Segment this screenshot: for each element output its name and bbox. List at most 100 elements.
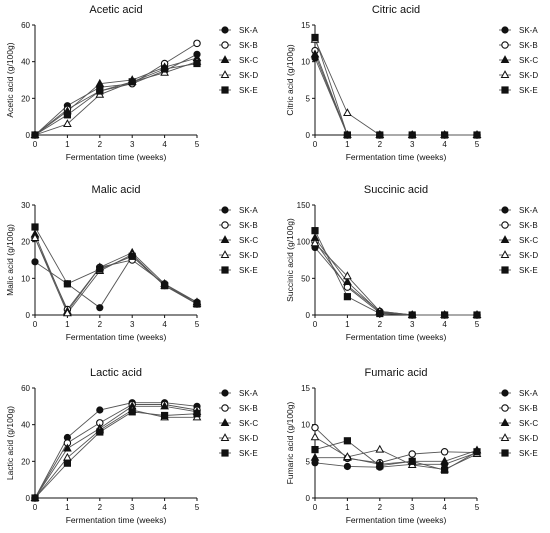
x-tick-label: 4 <box>162 503 167 512</box>
legend-marker <box>500 433 510 442</box>
y-tick-label: 10 <box>301 58 310 67</box>
x-axis-label: Fermentation time (weeks) <box>66 332 167 342</box>
chart-title: Acetic acid <box>89 4 142 16</box>
data-point <box>440 466 449 474</box>
y-tick-label: 30 <box>21 201 30 210</box>
data-point <box>408 450 416 458</box>
series-line-sk-d <box>314 242 477 316</box>
data-point <box>128 78 136 86</box>
legend-marker <box>220 418 230 427</box>
x-tick-label: 5 <box>475 140 480 149</box>
y-tick-label: 60 <box>21 21 30 30</box>
series-line-sk-b <box>314 50 477 136</box>
legend-marker <box>220 235 230 244</box>
data-point <box>408 457 416 465</box>
x-tick-label: 2 <box>378 140 383 149</box>
legend-label: SK-B <box>239 221 258 230</box>
legend-label: SK-A <box>239 206 258 215</box>
x-tick-label: 2 <box>98 140 103 149</box>
legend-label: SK-B <box>239 41 258 50</box>
series-line-sk-d <box>34 409 197 499</box>
y-axis-label: Lactic acid (g/100g) <box>5 406 15 480</box>
data-point <box>310 432 320 441</box>
y-tick-label: 40 <box>21 58 30 67</box>
data-point <box>128 252 136 260</box>
data-point <box>440 131 449 139</box>
legend-label: SK-B <box>519 41 538 50</box>
legend-marker <box>220 70 230 79</box>
legend-label: SK-B <box>519 404 538 413</box>
x-tick-label: 4 <box>442 140 447 149</box>
x-tick-label: 4 <box>162 320 167 329</box>
legend-marker <box>500 70 510 79</box>
legend-marker <box>501 41 509 49</box>
x-tick-label: 4 <box>442 320 447 329</box>
data-point <box>96 87 104 95</box>
legend-marker <box>221 266 229 274</box>
legend-marker <box>221 41 229 49</box>
series-line-sk-a <box>34 402 198 499</box>
x-tick-label: 1 <box>345 140 350 149</box>
legend-label: SK-E <box>519 86 538 95</box>
data-point <box>63 308 72 317</box>
series-line-sk-c <box>315 449 478 465</box>
data-point <box>440 456 449 465</box>
x-tick-label: 5 <box>195 320 200 329</box>
data-point <box>63 119 72 128</box>
legend-marker <box>501 404 509 412</box>
legend-label: SK-D <box>519 434 538 443</box>
legend-label: SK-C <box>519 56 538 65</box>
y-tick-label: 15 <box>301 21 310 30</box>
chart-panel-1: Acetic acid 0 20 40 60 0 1 2 3 4 5 Fermentation tim… <box>5 4 258 162</box>
y-tick-label: 5 <box>306 94 311 103</box>
data-point <box>31 131 39 139</box>
y-tick-label: 20 <box>21 457 30 466</box>
legend-label: SK-E <box>239 266 258 275</box>
legend-marker <box>221 449 229 457</box>
x-tick-label: 1 <box>345 503 350 512</box>
y-tick-label: 0 <box>306 131 311 140</box>
y-tick-label: 20 <box>21 94 30 103</box>
data-point <box>193 59 201 68</box>
legend-label: SK-E <box>519 266 538 275</box>
x-axis-label: Fermentation time (weeks) <box>346 515 447 525</box>
series-line-sk-c <box>34 405 198 499</box>
legend-marker <box>500 250 510 259</box>
x-tick-label: 0 <box>313 320 318 329</box>
y-tick-label: 0 <box>26 494 31 503</box>
legend-marker <box>221 389 229 397</box>
data-point <box>376 309 384 318</box>
legend-marker <box>501 206 509 214</box>
data-point <box>375 444 385 453</box>
x-tick-label: 0 <box>313 503 318 512</box>
series-line-sk-a <box>314 247 477 316</box>
legend-label: SK-C <box>239 56 258 65</box>
chart-panel-4: Succinic acid 0 50 100 150 0 1 2 3 4 5 Fermentation… <box>285 184 538 342</box>
series-line-sk-e <box>34 226 198 305</box>
y-tick-label: 0 <box>26 131 31 140</box>
data-point <box>31 494 39 502</box>
x-tick-label: 2 <box>378 503 383 512</box>
data-point <box>96 406 104 414</box>
data-point <box>440 311 449 319</box>
data-point <box>408 131 416 139</box>
x-tick-label: 0 <box>33 140 38 149</box>
y-axis-label: Acetic acid (g/100g) <box>5 42 15 117</box>
series-line-sk-e <box>314 37 477 136</box>
x-tick-label: 3 <box>130 140 135 149</box>
data-point <box>128 408 136 416</box>
data-point <box>63 452 72 461</box>
x-tick-label: 3 <box>130 320 135 329</box>
legend-marker <box>220 433 230 442</box>
y-axis-label: Fumaric acid (g/100g) <box>285 401 295 484</box>
data-point <box>160 401 169 410</box>
chart-panel-2: Citric acid 0 5 10 15 0 1 2 3 4 5 Fermentation time… <box>285 4 538 162</box>
chart-panel-3: Malic acid 0 10 20 30 0 1 2 3 4 5 Fermentation time… <box>5 184 258 342</box>
chart-title: Lactic acid <box>90 367 142 379</box>
legend-label: SK-C <box>519 419 538 428</box>
data-point <box>63 280 71 288</box>
y-tick-label: 10 <box>301 421 310 430</box>
y-tick-label: 0 <box>26 311 31 320</box>
chart-title: Fumaric acid <box>365 367 428 379</box>
x-axis-label: Fermentation time (weeks) <box>66 152 167 162</box>
